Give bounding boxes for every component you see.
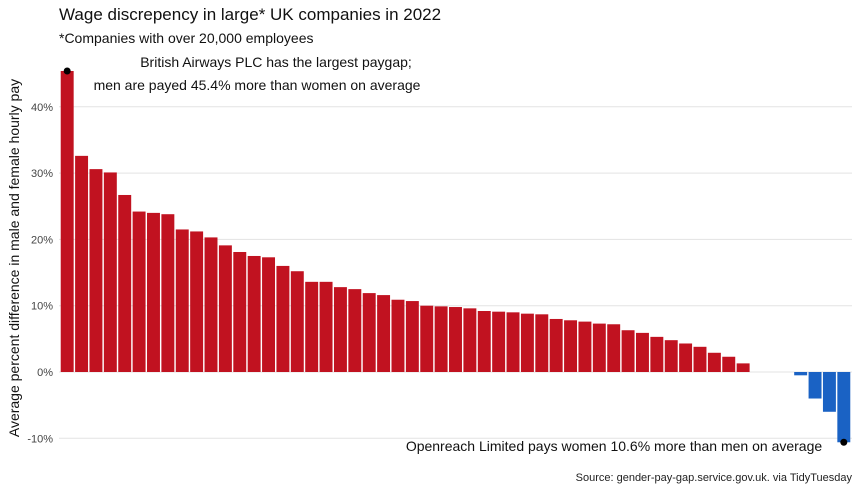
bar [564, 320, 578, 372]
bar [204, 237, 218, 372]
y-tick-label: 10% [31, 301, 53, 313]
y-tick-label: 40% [31, 102, 53, 114]
bar [607, 324, 621, 372]
bar [822, 372, 836, 412]
bar [679, 343, 693, 372]
bar [434, 306, 448, 372]
bar [477, 311, 491, 372]
bar [808, 372, 822, 399]
bar [132, 211, 146, 372]
bar [449, 307, 462, 372]
bar [89, 169, 103, 372]
bar [492, 311, 506, 372]
bar [535, 314, 549, 372]
y-tick-label: 30% [31, 168, 53, 180]
y-axis-ticks: -10% 0% 10% 20% 30% 40% [27, 102, 53, 445]
y-tick-label: -10% [27, 433, 53, 445]
y-tick-label: 0% [37, 367, 53, 379]
highlight-points [63, 67, 848, 446]
bar [420, 305, 434, 372]
bar [377, 295, 391, 372]
bar [405, 301, 419, 372]
bar [837, 372, 851, 443]
bar [549, 318, 563, 372]
bar [693, 346, 707, 372]
bar [60, 70, 74, 373]
bar [578, 321, 592, 372]
chart-title: Wage discrepency in large* UK companies … [59, 5, 442, 24]
bar [218, 245, 232, 372]
bar [333, 287, 347, 372]
bar [592, 323, 606, 372]
bar [247, 255, 261, 372]
bar [736, 363, 750, 372]
bar [161, 214, 175, 372]
bar [103, 172, 117, 372]
bar [190, 231, 204, 372]
bar [635, 332, 649, 372]
bar [463, 308, 477, 372]
bar [722, 356, 736, 372]
bar [118, 194, 132, 372]
bar [319, 281, 333, 372]
chart-subtitle: *Companies with over 20,000 employees [59, 30, 314, 46]
annotation-top-line1: British Airways PLC has the largest payg… [140, 54, 412, 70]
bar [175, 229, 189, 372]
highlight-point [63, 67, 71, 75]
bar [520, 313, 534, 372]
bar [664, 340, 678, 372]
bar [621, 330, 635, 372]
bar [506, 312, 520, 372]
source-caption: Source: gender-pay-gap.service.gov.uk. v… [575, 472, 852, 484]
bar [233, 251, 247, 372]
bar [262, 257, 276, 372]
annotation-bottom: Openreach Limited pays women 10.6% more … [406, 438, 823, 454]
bar [305, 281, 319, 372]
y-tick-label: 20% [31, 234, 53, 246]
bar [147, 212, 160, 372]
bar [650, 336, 664, 372]
bars [60, 70, 851, 443]
bar [362, 293, 376, 372]
bar [794, 372, 808, 376]
bar [75, 155, 89, 372]
bar [290, 271, 304, 372]
highlight-point [840, 438, 848, 446]
bar [348, 289, 362, 372]
annotation-top-line2: men are payed 45.4% more than women on a… [94, 77, 421, 93]
bar [391, 299, 405, 372]
bar [707, 352, 721, 372]
bar [276, 265, 290, 372]
